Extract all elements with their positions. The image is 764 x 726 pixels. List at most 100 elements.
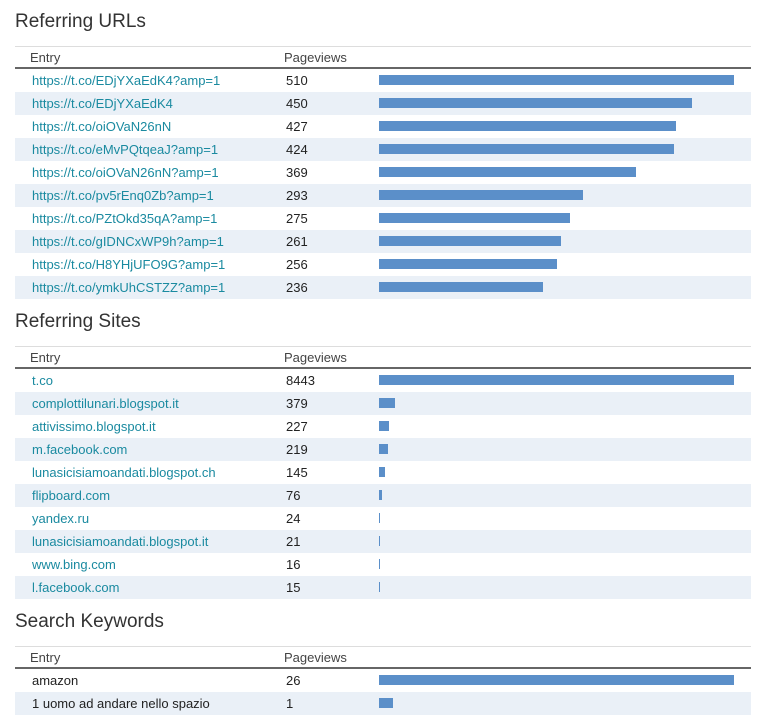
table-row: https://t.co/PZtOkd35qA?amp=1 275 [15,207,751,230]
pageviews-value: 293 [286,188,308,203]
entry-link[interactable]: https://t.co/EDjYXaEdK4 [32,96,173,111]
table-row: lunasicisiamoandati.blogspot.it 21 [15,530,751,553]
pageviews-value: 16 [286,557,301,572]
pageviews-value: 24 [286,511,301,526]
entry-link[interactable]: lunasicisiamoandati.blogspot.ch [32,465,216,480]
column-header-pageviews[interactable]: Pageviews [284,650,347,665]
pageviews-value: 8443 [286,373,315,388]
pageviews-bar [379,167,636,177]
table-row: https://t.co/H8YHjUFO9G?amp=1 256 [15,253,751,276]
pageviews-value: 261 [286,234,308,249]
pageviews-value: 369 [286,165,308,180]
pageviews-bar [379,582,380,592]
table-row: attivissimo.blogspot.it 227 [15,415,751,438]
pageviews-value: 219 [286,442,308,457]
pageviews-value: 427 [286,119,308,134]
table-row: flipboard.com 76 [15,484,751,507]
pageviews-bar [379,536,380,546]
pageviews-value: 227 [286,419,308,434]
pageviews-value: 76 [286,488,301,503]
pageviews-bar [379,282,543,292]
table-row: amazon 26 [15,669,751,692]
pageviews-value: 256 [286,257,308,272]
table-row: m.facebook.com 219 [15,438,751,461]
pageviews-bar [379,190,583,200]
entry-link[interactable]: yandex.ru [32,511,90,526]
table-row: https://t.co/EDjYXaEdK4 450 [15,92,751,115]
table-header: Entry Pageviews [15,46,751,69]
entry-text: 1 uomo ad andare nello spazio [32,696,210,711]
entry-text: amazon [32,673,79,688]
pageviews-bar [379,513,380,523]
pageviews-bar [379,698,393,708]
table-row: yandex.ru 24 [15,507,751,530]
pageviews-bar [379,213,570,223]
table-row: https://t.co/EDjYXaEdK4?amp=1 510 [15,69,751,92]
pageviews-bar [379,121,676,131]
column-header-entry[interactable]: Entry [30,50,61,65]
table-row: t.co 8443 [15,369,751,392]
pageviews-value: 236 [286,280,308,295]
entry-link[interactable]: t.co [32,373,53,388]
pageviews-bar [379,375,734,385]
pageviews-value: 15 [286,580,301,595]
pageviews-value: 145 [286,465,308,480]
entry-link[interactable]: https://t.co/gIDNCxWP9h?amp=1 [32,234,224,249]
section-search-keywords: Search Keywords Entry Pageviews amazon 26 1 u… [15,608,751,715]
pageviews-value: 1 [286,696,294,711]
section-referring-sites: Referring Sites Entry Pageviews t.co 8443 com… [15,308,751,599]
pageviews-bar [379,444,388,454]
section-title: Referring URLs [15,11,146,32]
entry-link[interactable]: m.facebook.com [32,442,128,457]
table-row: complottilunari.blogspot.it 379 [15,392,751,415]
column-header-entry[interactable]: Entry [30,350,61,365]
pageviews-bar [379,236,561,246]
table-row: https://t.co/gIDNCxWP9h?amp=1 261 [15,230,751,253]
section-title: Search Keywords [15,611,164,632]
entry-link[interactable]: attivissimo.blogspot.it [32,419,156,434]
table-row: https://t.co/oiOVaN26nN 427 [15,115,751,138]
entry-link[interactable]: https://t.co/pv5rEnq0Zb?amp=1 [32,188,214,203]
pageviews-value: 510 [286,73,308,88]
entry-link[interactable]: www.bing.com [32,557,116,572]
entry-link[interactable]: https://t.co/PZtOkd35qA?amp=1 [32,211,218,226]
pageviews-bar [379,259,557,269]
column-header-pageviews[interactable]: Pageviews [284,50,347,65]
pageviews-bar [379,144,674,154]
entry-link[interactable]: complottilunari.blogspot.it [32,396,179,411]
pageviews-value: 275 [286,211,308,226]
entry-link[interactable]: https://t.co/H8YHjUFO9G?amp=1 [32,257,226,272]
entry-link[interactable]: https://t.co/oiOVaN26nN [32,119,172,134]
pageviews-bar [379,559,380,569]
table-row: l.facebook.com 15 [15,576,751,599]
column-header-entry[interactable]: Entry [30,650,61,665]
pageviews-value: 26 [286,673,301,688]
table-row: 1 uomo ad andare nello spazio 1 [15,692,751,715]
table-row: https://t.co/pv5rEnq0Zb?amp=1 293 [15,184,751,207]
pageviews-value: 379 [286,396,308,411]
pageviews-bar [379,398,395,408]
entry-link[interactable]: lunasicisiamoandati.blogspot.it [32,534,209,549]
table-row: www.bing.com 16 [15,553,751,576]
pageviews-bar [379,675,734,685]
column-header-pageviews[interactable]: Pageviews [284,350,347,365]
table-header: Entry Pageviews [15,646,751,669]
entry-link[interactable]: l.facebook.com [32,580,120,595]
pageviews-value: 424 [286,142,308,157]
entry-link[interactable]: https://t.co/oiOVaN26nN?amp=1 [32,165,219,180]
pageviews-bar [379,98,692,108]
entry-link[interactable]: https://t.co/EDjYXaEdK4?amp=1 [32,73,221,88]
table-row: https://t.co/eMvPQtqeaJ?amp=1 424 [15,138,751,161]
entry-link[interactable]: https://t.co/ymkUhCSTZZ?amp=1 [32,280,226,295]
pageviews-bar [379,467,385,477]
section-referring-urls: Referring URLs Entry Pageviews https://t.co… [15,8,751,299]
entry-link[interactable]: flipboard.com [32,488,111,503]
pageviews-value: 450 [286,96,308,111]
pageviews-bar [379,75,734,85]
pageviews-bar [379,490,382,500]
entry-link[interactable]: https://t.co/eMvPQtqeaJ?amp=1 [32,142,219,157]
pageviews-value: 21 [286,534,301,549]
table-header: Entry Pageviews [15,346,751,369]
table-row: https://t.co/ymkUhCSTZZ?amp=1 236 [15,276,751,299]
table-row: https://t.co/oiOVaN26nN?amp=1 369 [15,161,751,184]
